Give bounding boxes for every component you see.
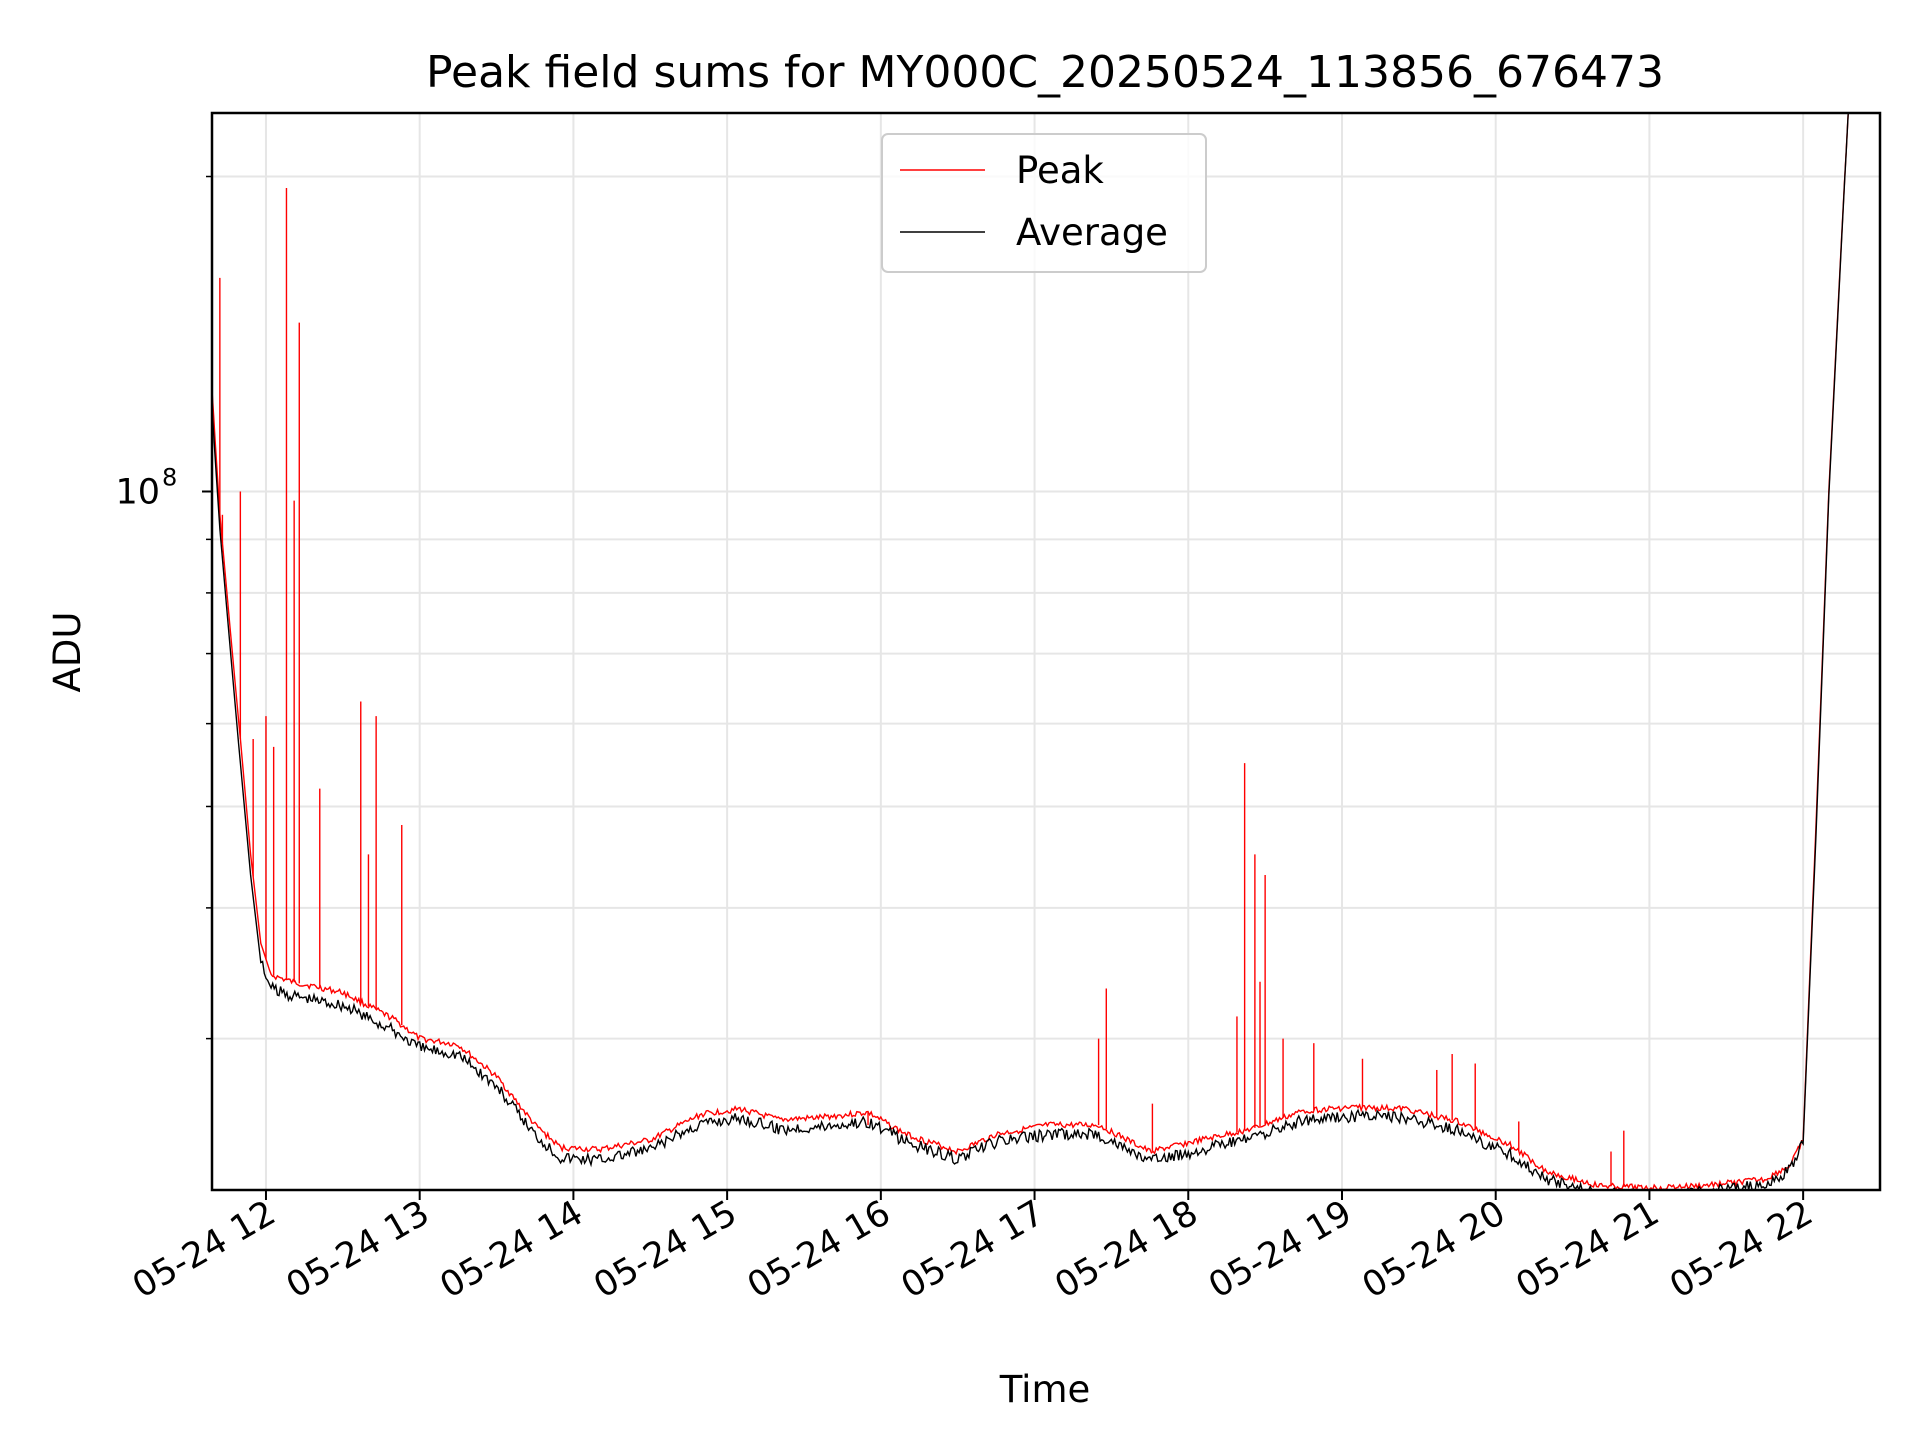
grid (212, 113, 1880, 1190)
legend-label-peak: Peak (1016, 149, 1104, 192)
x-tick-label: 05-24 14 (434, 1193, 590, 1306)
y-tick-label-exponent: 8 (162, 463, 177, 491)
x-tick-label: 05-24 18 (1048, 1193, 1204, 1306)
series-line-peak (212, 113, 1849, 1190)
y-axis-label: ADU (46, 612, 89, 693)
x-tick-label: 05-24 13 (280, 1193, 436, 1306)
x-tick-label: 05-24 12 (126, 1193, 282, 1306)
chart-title: Peak field sums for MY000C_20250524_1138… (426, 47, 1664, 98)
series-line-average (212, 113, 1849, 1190)
legend: Peak Average (881, 133, 1207, 273)
series-layer (212, 113, 1849, 1190)
x-tick-label: 05-24 21 (1510, 1193, 1666, 1306)
x-tick-label: 05-24 20 (1356, 1193, 1512, 1306)
x-tick-label: 05-24 22 (1663, 1193, 1819, 1306)
x-tick-label: 05-24 16 (741, 1193, 897, 1306)
x-axis-label: Time (999, 1368, 1091, 1411)
legend-label-average: Average (1016, 211, 1168, 254)
x-tick-label: 05-24 19 (1202, 1193, 1358, 1306)
plot-frame (210, 111, 1882, 1192)
x-tick-label: 05-24 17 (895, 1193, 1051, 1306)
y-tick-label-base: 10 (115, 472, 160, 512)
legend-box (881, 133, 1207, 273)
x-tick-label: 05-24 15 (587, 1193, 743, 1306)
